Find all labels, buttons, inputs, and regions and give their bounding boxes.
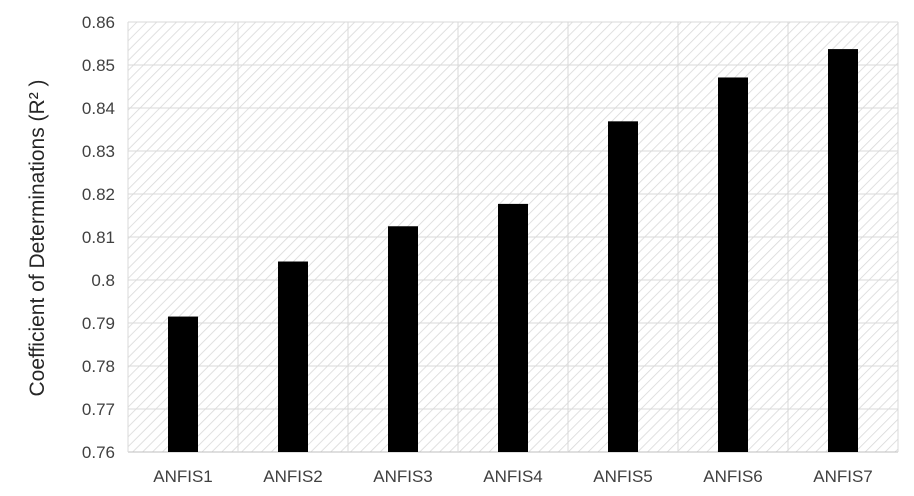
y-tick-label: 0.83 — [82, 142, 115, 161]
y-tick-label: 0.82 — [82, 185, 115, 204]
x-tick-label: ANFIS6 — [703, 467, 763, 486]
y-axis-ticks: 0.76 0.77 0.78 0.79 0.8 0.81 0.82 0.83 0.84 0.85 0… — [82, 13, 115, 462]
bar-anfis6 — [718, 77, 748, 452]
bar-anfis5 — [608, 121, 638, 452]
x-tick-label: ANFIS3 — [373, 467, 433, 486]
x-tick-label: ANFIS7 — [813, 467, 873, 486]
x-tick-label: ANFIS4 — [483, 467, 543, 486]
bar-anfis1 — [168, 317, 198, 452]
y-tick-label: 0.79 — [82, 314, 115, 333]
y-tick-label: 0.84 — [82, 99, 115, 118]
y-tick-label: 0.85 — [82, 56, 115, 75]
y-tick-label: 0.78 — [82, 357, 115, 376]
x-tick-label: ANFIS1 — [153, 467, 213, 486]
y-axis-label: Coefficient of Determinations (R² ) — [26, 79, 49, 396]
y-tick-label: 0.81 — [82, 228, 115, 247]
bar-anfis4 — [498, 204, 528, 452]
x-tick-label: ANFIS2 — [263, 467, 323, 486]
bar-anfis7 — [828, 49, 858, 452]
bar-anfis3 — [388, 226, 418, 452]
y-tick-label: 0.76 — [82, 443, 115, 462]
x-tick-label: ANFIS5 — [593, 467, 653, 486]
bar-anfis2 — [278, 262, 308, 452]
y-tick-label: 0.77 — [82, 400, 115, 419]
x-axis-ticks: ANFIS1 ANFIS2 ANFIS3 ANFIS4 ANFIS5 ANFIS6 ANFI… — [153, 467, 873, 486]
y-tick-label: 0.8 — [91, 271, 115, 290]
y-tick-label: 0.86 — [82, 13, 115, 32]
